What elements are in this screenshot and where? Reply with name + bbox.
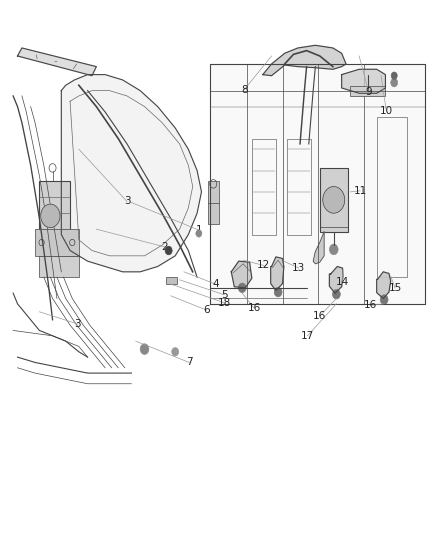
Text: 6: 6 — [203, 305, 210, 315]
Text: 14: 14 — [336, 278, 349, 287]
Polygon shape — [271, 257, 284, 290]
Polygon shape — [231, 261, 252, 288]
Circle shape — [172, 348, 179, 356]
Circle shape — [196, 230, 202, 237]
Circle shape — [380, 295, 388, 304]
Text: 1: 1 — [196, 225, 203, 235]
Polygon shape — [18, 48, 96, 76]
Polygon shape — [263, 45, 346, 76]
Bar — [208, 181, 219, 224]
Text: 9: 9 — [365, 87, 372, 97]
Bar — [350, 86, 385, 96]
Text: 15: 15 — [389, 283, 402, 293]
Polygon shape — [342, 69, 385, 93]
Circle shape — [238, 283, 246, 293]
Bar — [252, 139, 276, 235]
Bar — [377, 117, 407, 277]
Bar — [39, 256, 79, 277]
Text: 16: 16 — [247, 303, 261, 313]
Bar — [287, 139, 311, 235]
Text: 3: 3 — [124, 197, 131, 206]
Text: 2: 2 — [161, 242, 168, 252]
Circle shape — [274, 287, 282, 297]
Polygon shape — [210, 64, 425, 304]
Text: 16: 16 — [364, 301, 377, 310]
Text: 17: 17 — [301, 331, 314, 341]
Bar — [39, 181, 70, 240]
Text: 11: 11 — [353, 186, 367, 196]
Polygon shape — [329, 266, 343, 293]
Text: 5: 5 — [221, 290, 228, 300]
Text: 10: 10 — [380, 106, 393, 116]
Text: 12: 12 — [257, 261, 270, 270]
Bar — [364, 64, 425, 304]
Circle shape — [41, 204, 60, 228]
Bar — [166, 277, 177, 284]
Polygon shape — [313, 232, 324, 264]
Text: 3: 3 — [74, 319, 81, 329]
Text: 18: 18 — [218, 298, 231, 308]
Circle shape — [165, 246, 172, 255]
Bar — [320, 168, 348, 232]
Polygon shape — [61, 75, 201, 272]
Text: 13: 13 — [292, 263, 305, 273]
Circle shape — [391, 78, 398, 87]
Circle shape — [332, 289, 340, 299]
Text: 8: 8 — [241, 85, 248, 94]
Circle shape — [329, 244, 338, 255]
Bar — [35, 229, 79, 256]
Text: 7: 7 — [186, 358, 193, 367]
Text: 16: 16 — [313, 311, 326, 321]
Circle shape — [391, 72, 397, 79]
Text: 4: 4 — [212, 279, 219, 289]
Polygon shape — [377, 272, 391, 298]
Circle shape — [140, 344, 149, 354]
Circle shape — [323, 187, 345, 213]
